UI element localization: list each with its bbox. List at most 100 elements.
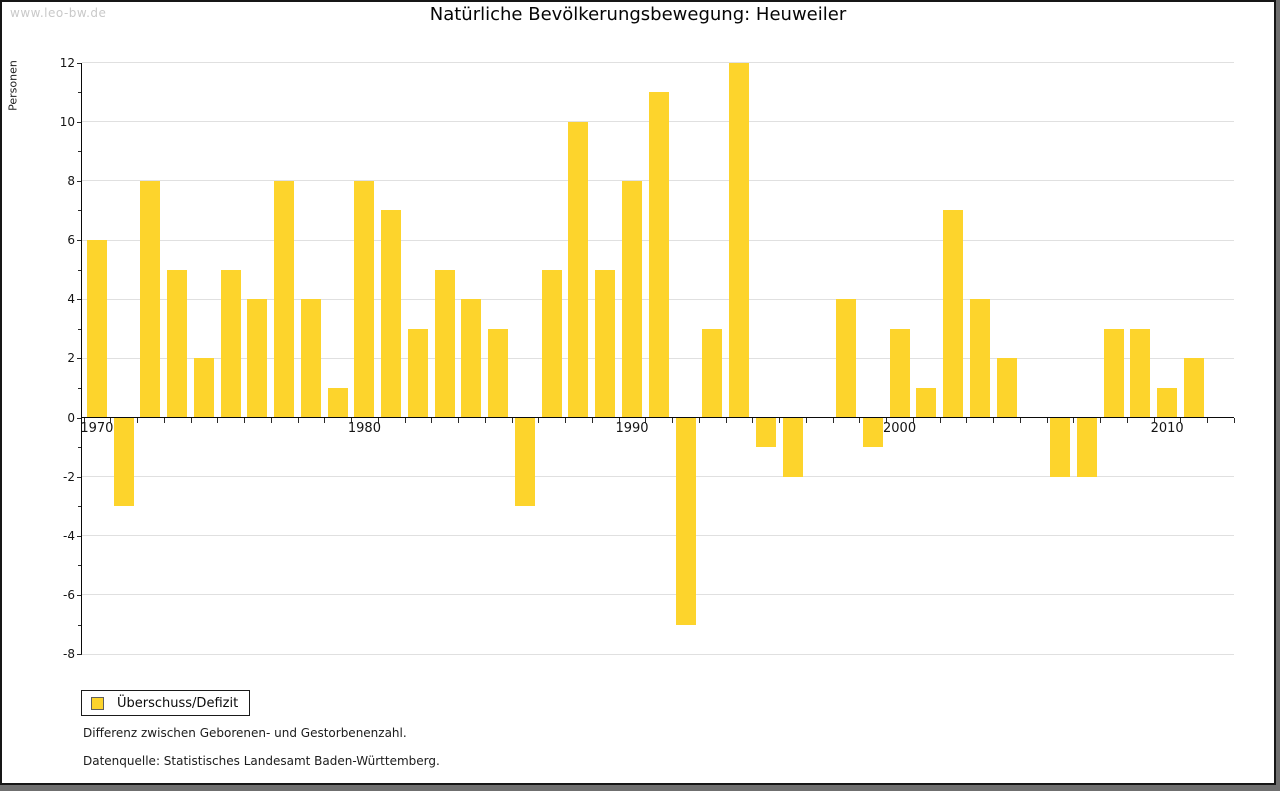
- y-axis-tick: [77, 654, 82, 656]
- y-axis-tick: [78, 565, 82, 567]
- legend-box: Überschuss/Defizit: [81, 690, 250, 716]
- x-axis-tick: [377, 418, 379, 423]
- y-axis-label: Personen: [6, 60, 20, 111]
- x-axis-tick: [244, 418, 246, 423]
- x-axis-tick: [859, 418, 861, 423]
- x-axis-tick-label: 1990: [615, 420, 649, 436]
- gridline: [82, 476, 1234, 478]
- bar-1988: [568, 121, 589, 418]
- y-axis-tick: [77, 121, 82, 123]
- bar-1993: [702, 328, 723, 418]
- bar-1985: [488, 328, 509, 418]
- x-axis-tick: [324, 418, 326, 423]
- x-axis-tick: [645, 418, 647, 423]
- x-axis-tick-label: 1980: [347, 420, 381, 436]
- y-axis-tick-label: 6: [67, 233, 75, 247]
- x-axis-tick: [1126, 418, 1128, 423]
- x-axis-tick-label: 2000: [883, 420, 917, 436]
- x-axis-tick: [163, 418, 165, 423]
- bar-2001: [916, 387, 937, 418]
- bar-1999: [862, 417, 883, 448]
- x-axis-tick: [351, 418, 353, 423]
- x-axis-tick: [725, 418, 727, 423]
- y-axis-tick: [77, 417, 82, 419]
- bar-1991: [648, 92, 669, 418]
- bar-1982: [407, 328, 428, 418]
- x-axis-tick: [83, 418, 85, 423]
- bar-1992: [675, 417, 696, 625]
- bar-1994: [729, 62, 750, 418]
- x-axis-tick: [993, 418, 995, 423]
- gridline: [82, 653, 1234, 655]
- x-axis-tick: [190, 418, 192, 423]
- x-axis-tick: [805, 418, 807, 423]
- y-axis-tick-label: 12: [59, 55, 75, 70]
- bar-2006: [1050, 417, 1071, 477]
- x-axis-tick: [484, 418, 486, 423]
- bar-1971: [113, 417, 134, 507]
- gridline: [82, 594, 1234, 596]
- bar-1972: [140, 180, 161, 418]
- x-axis-tick: [618, 418, 620, 423]
- y-axis-tick: [77, 535, 82, 537]
- bar-2003: [969, 299, 990, 418]
- x-axis-tick: [1153, 418, 1155, 423]
- y-axis-tick: [78, 269, 82, 271]
- y-axis-tick-label: -2: [63, 469, 75, 484]
- bar-2007: [1076, 417, 1097, 477]
- y-axis-tick: [78, 328, 82, 330]
- y-axis-tick: [78, 447, 82, 449]
- y-axis-tick: [78, 624, 82, 626]
- footnote-source: Datenquelle: Statistisches Landesamt Bad…: [83, 754, 440, 768]
- y-axis-tick-label: 2: [67, 351, 75, 366]
- x-axis-tick: [270, 418, 272, 423]
- bar-1984: [461, 299, 482, 418]
- bar-2011: [1183, 358, 1204, 418]
- x-axis-tick: [137, 418, 138, 423]
- bar-2008: [1103, 328, 1124, 418]
- bar-1987: [541, 269, 562, 418]
- bar-1986: [514, 417, 535, 507]
- bar-1975: [220, 269, 241, 418]
- x-axis-tick: [565, 418, 567, 423]
- y-axis-tick: [77, 180, 82, 182]
- watermark: www.leo-bw.de: [10, 6, 107, 20]
- y-axis-tick: [77, 594, 82, 596]
- x-axis-tick-label: 1970: [80, 420, 114, 436]
- legend-label: Überschuss/Defizit: [117, 695, 239, 711]
- bar-1978: [300, 299, 321, 418]
- x-axis-tick: [404, 418, 406, 423]
- bar-1983: [434, 269, 455, 418]
- y-axis-tick-label: 8: [67, 173, 75, 188]
- y-axis-tick: [77, 240, 82, 241]
- x-axis-tick: [752, 418, 754, 423]
- x-axis-tick: [591, 418, 593, 423]
- x-axis-tick: [511, 418, 513, 423]
- gridline: [82, 535, 1234, 537]
- bar-2004: [996, 358, 1017, 418]
- bar-1973: [167, 269, 188, 418]
- x-axis-tick-label: 2010: [1150, 420, 1184, 436]
- y-axis-tick: [78, 210, 82, 212]
- x-axis-tick: [832, 418, 834, 423]
- y-axis-tick: [77, 476, 82, 478]
- chart-title: Natürliche Bevölkerungsbewegung: Heuweil…: [429, 4, 847, 25]
- x-axis-tick: [1100, 418, 1102, 423]
- x-axis-tick: [939, 418, 941, 423]
- gridline: [82, 62, 1234, 63]
- bar-1995: [755, 417, 776, 448]
- bar-2010: [1157, 387, 1178, 418]
- x-axis-tick: [698, 418, 700, 423]
- bar-1977: [274, 180, 295, 418]
- x-axis-tick: [538, 418, 540, 423]
- y-axis-tick-label: -4: [63, 528, 75, 543]
- bar-1979: [327, 387, 348, 418]
- bar-1970: [86, 240, 107, 418]
- x-axis-tick: [912, 418, 914, 423]
- x-axis-tick: [1073, 418, 1075, 423]
- x-axis-tick: [1234, 418, 1235, 423]
- y-axis-line: [80, 62, 82, 655]
- bar-2009: [1130, 328, 1151, 418]
